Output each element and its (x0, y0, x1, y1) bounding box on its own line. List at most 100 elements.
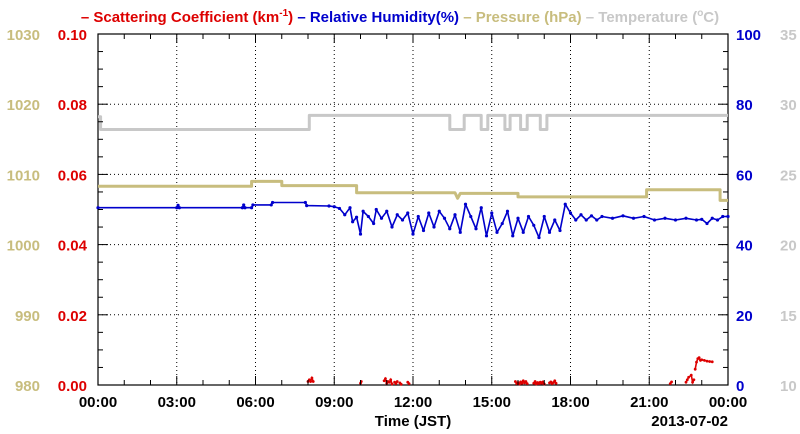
y-tick-label-scattering: 0.10 (58, 27, 87, 44)
scattering-point (513, 380, 517, 383)
humidity-point (416, 214, 420, 219)
scattering-point (691, 380, 694, 384)
humidity-point (673, 218, 678, 222)
humidity-point (547, 230, 552, 234)
y-tick-label-humidity: 20 (736, 308, 753, 325)
humidity-point (175, 206, 179, 210)
scattering-point (407, 382, 411, 385)
x-tick-label: 03:00 (158, 394, 196, 411)
y-tick-label-pressure: 990 (15, 308, 40, 325)
humidity-point (358, 232, 363, 236)
tick-marks (97, 33, 729, 386)
scattering-point (309, 380, 313, 383)
y-tick-label-scattering: 0.00 (58, 378, 87, 395)
scattering-point (310, 376, 314, 380)
humidity-point (366, 214, 370, 219)
humidity-point (710, 216, 714, 220)
series-layer (96, 113, 730, 386)
x-tick-label: 15:00 (473, 394, 511, 411)
humidity-point (442, 216, 447, 220)
humidity-point (327, 204, 331, 208)
humidity-point (385, 209, 389, 213)
humidity-point (374, 207, 378, 212)
y-tick-label-temperature: 15 (780, 308, 797, 325)
y-tick-label-pressure: 1030 (7, 27, 40, 44)
humidity-point (532, 223, 536, 227)
scattering-point (541, 380, 545, 384)
y-tick-label-scattering: 0.02 (58, 308, 87, 325)
humidity-point (511, 234, 515, 238)
humidity-point (542, 214, 546, 219)
y-tick-label-temperature: 25 (780, 167, 797, 184)
humidity-point (406, 211, 410, 215)
humidity-point (421, 228, 426, 233)
humidity-point (351, 220, 355, 224)
legend-sup-temp: o (697, 8, 703, 19)
scattering-point (384, 377, 387, 381)
humidity-point (490, 211, 494, 215)
x-tick-label: 06:00 (236, 394, 274, 411)
y-tick-label-temperature: 10 (780, 378, 797, 395)
humidity-point (684, 216, 688, 220)
humidity-point (390, 225, 394, 229)
scattering-point (524, 380, 528, 383)
humidity-point (177, 206, 181, 210)
humidity-point (516, 216, 520, 220)
humidity-point (458, 230, 462, 234)
humidity-point (600, 214, 604, 219)
humidity-point (437, 209, 441, 213)
y-tick-label-temperature: 20 (780, 238, 797, 255)
humidity-point (563, 202, 567, 206)
scattering-point (692, 378, 696, 382)
scattering-point (705, 359, 709, 363)
y-tick-label-pressure: 1010 (7, 167, 40, 184)
humidity-point (526, 214, 531, 219)
humidity-point (343, 213, 347, 217)
humidity-point (568, 211, 573, 215)
scattering-point (311, 380, 315, 383)
humidity-point (574, 218, 578, 222)
humidity-point (379, 216, 384, 220)
humidity-point (348, 206, 352, 210)
humidity-point (700, 217, 704, 221)
scattering-point (521, 379, 525, 383)
y-tick-label-scattering: 0.04 (58, 238, 88, 255)
humidity-point (495, 230, 499, 234)
x-tick-label: 09:00 (315, 394, 353, 411)
humidity-point (652, 218, 657, 222)
x-tick-labels: 00:00 03:00 06:00 09:00 12:00 15:00 18:00 21:00… (79, 394, 747, 411)
humidity-point (479, 206, 483, 210)
legend-item-pres: – Pressure (hPa) (459, 9, 582, 26)
humidity-point (469, 214, 473, 219)
scattering-point (390, 382, 394, 386)
scattering-point (394, 382, 398, 385)
humidity-point (537, 235, 541, 240)
scattering-point (697, 356, 701, 360)
y-tick-label-temperature: 30 (780, 97, 797, 114)
y-tick-label-humidity: 80 (736, 97, 753, 114)
humidity-point (337, 206, 342, 211)
y-tick-label-temperature: 35 (780, 27, 797, 44)
date-label: 2013-07-02 (651, 413, 728, 430)
scattering-point (685, 378, 689, 382)
y-tick-label-pressure: 1020 (7, 97, 40, 114)
legend-item-scat: – Scattering Coefficient (km (81, 9, 279, 26)
legend-sup-scat: -1 (279, 8, 288, 19)
humidity-point (269, 203, 273, 207)
y-tick-label-humidity: 0 (736, 378, 744, 395)
humidity-point (240, 206, 244, 210)
scattering-point (520, 381, 524, 385)
humidity-point (463, 202, 468, 206)
scattering-point (553, 379, 557, 383)
humidity-point (584, 218, 588, 222)
humidity-point (372, 221, 376, 226)
scattering-point (389, 378, 393, 382)
humidity-point (521, 230, 525, 234)
humidity-point (432, 225, 436, 229)
humidity-point (251, 203, 255, 207)
grid (98, 34, 728, 385)
y-tick-labels: 98099010001010102010300.000.020.040.060.… (7, 27, 797, 395)
humidity-point (305, 204, 309, 208)
y-tick-label-humidity: 40 (736, 238, 753, 255)
